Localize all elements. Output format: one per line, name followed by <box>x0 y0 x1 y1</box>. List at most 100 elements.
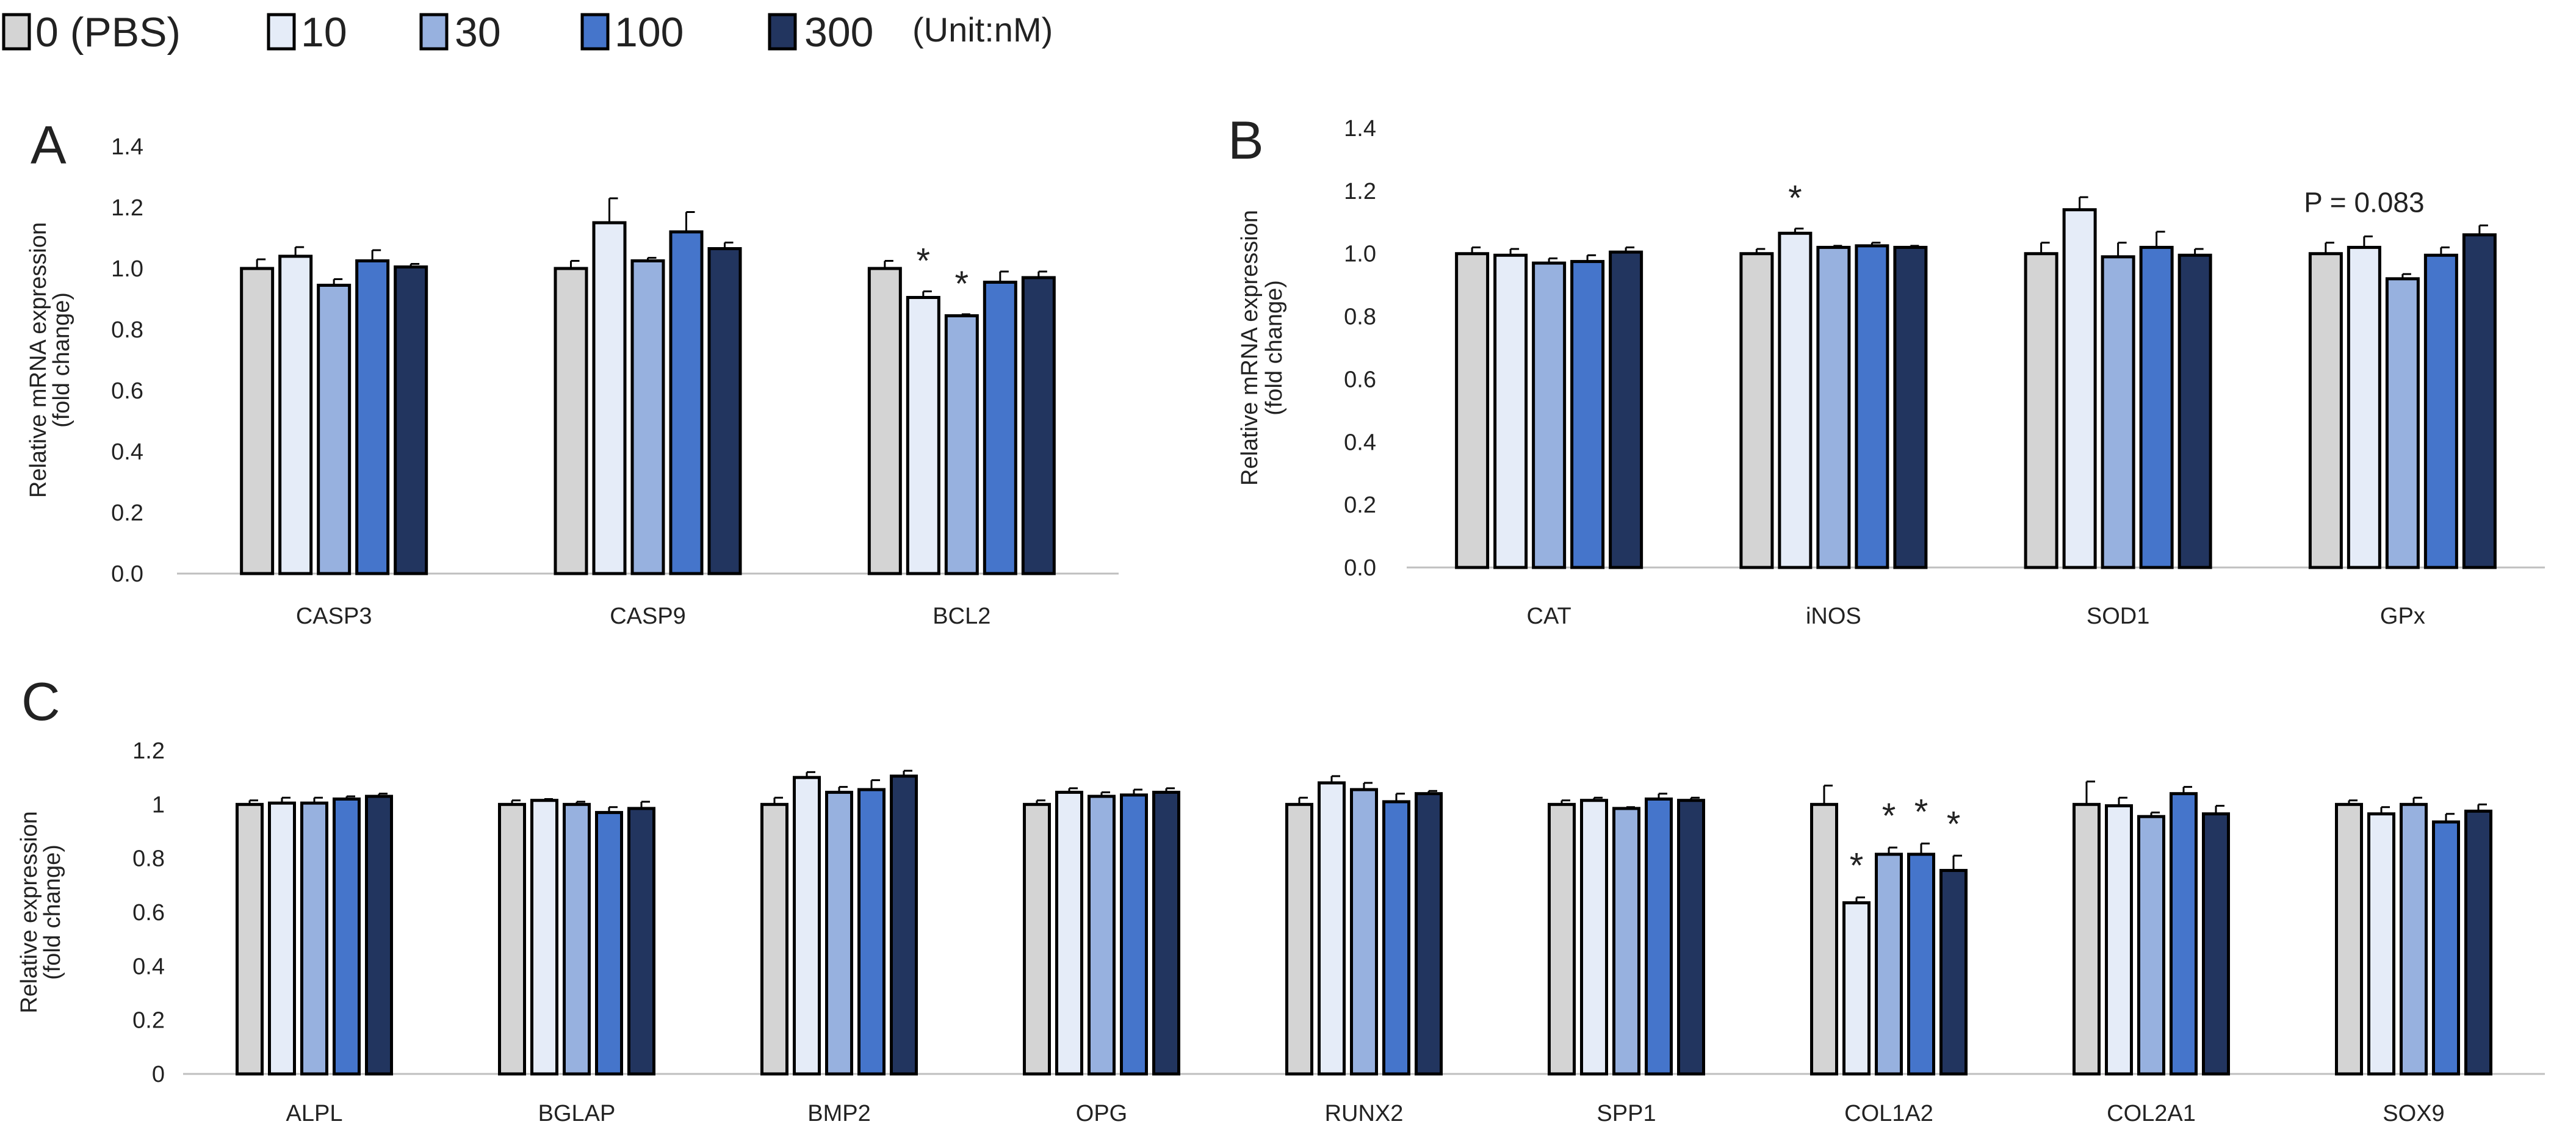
panel-b: B Relative mRNA expression(fold change) 0.… <box>1228 110 2545 629</box>
legend-label-30: 30 <box>455 9 501 56</box>
y-tick-label: 0.6 <box>132 900 165 926</box>
y-axis-label: (fold change) <box>49 292 74 428</box>
bar <box>2462 233 2497 569</box>
bar <box>2073 802 2101 1076</box>
bar <box>2105 804 2133 1076</box>
bar <box>1415 792 1443 1076</box>
y-tick-label: 0.8 <box>111 317 143 343</box>
bar <box>300 801 328 1076</box>
bar <box>867 267 902 575</box>
legend-item-30: 30 <box>419 9 501 56</box>
legend: 0 (PBS) 10 30 100 300 (Unit:nM) <box>2 9 1053 56</box>
category-label: SOX9 <box>2383 1101 2444 1126</box>
y-tick-label: 0.4 <box>132 954 165 979</box>
y-tick-label: 0.4 <box>1344 430 1376 455</box>
y-tick-label: 0 <box>152 1062 165 1087</box>
bar <box>890 774 918 1076</box>
category-label: SOD1 <box>2087 603 2149 629</box>
bar <box>2385 277 2420 569</box>
category-label: COL2A1 <box>2107 1101 2196 1126</box>
bar <box>1021 276 1056 575</box>
bar <box>1939 869 1968 1076</box>
bar <box>365 794 393 1076</box>
y-axis-label: Relative mRNA expression <box>1237 210 1263 486</box>
bar <box>2347 245 2381 569</box>
bar <box>1816 245 1851 569</box>
bar <box>554 267 588 575</box>
y-axis-label: (fold change) <box>40 844 65 980</box>
bar <box>1612 807 1640 1076</box>
y-tick-label: 1 <box>152 792 165 818</box>
bar <box>793 776 821 1076</box>
bar <box>669 230 704 575</box>
bar <box>1609 250 1643 569</box>
bar <box>2335 802 2363 1076</box>
panel-a: A Relative mRNA expression(fold change) 0.… <box>26 115 1119 629</box>
y-tick-label: 0.2 <box>111 500 143 526</box>
significance-star: * <box>1947 804 1961 844</box>
significance-star: * <box>1882 796 1896 836</box>
bar <box>1677 799 1705 1076</box>
y-tick-label: 0.8 <box>1344 304 1376 330</box>
y-tick-label: 1.0 <box>111 256 143 282</box>
bar <box>1739 252 1774 569</box>
bar <box>240 267 275 575</box>
bar <box>2062 208 2097 569</box>
legend-label-100: 100 <box>615 9 684 56</box>
bar <box>1023 802 1051 1076</box>
panel-c: C Relative expression(fold change) 0 0.2 0.4… <box>16 671 2545 1126</box>
bar <box>760 802 788 1076</box>
bar <box>2170 792 2198 1076</box>
bar <box>2177 253 2212 569</box>
category-label: SPP1 <box>1596 1101 1656 1126</box>
legend-item-100: 100 <box>580 9 684 56</box>
y-tick-label: 1.4 <box>111 134 143 160</box>
bar <box>2101 255 2135 569</box>
legend-label-pbs: 0 (PBS) <box>35 9 181 56</box>
bar <box>2464 809 2492 1076</box>
bar <box>2202 812 2230 1076</box>
bar <box>1318 781 1346 1076</box>
y-tick-label: 1.0 <box>1344 242 1376 267</box>
bar <box>983 281 1017 575</box>
bar <box>1907 852 1935 1076</box>
y-tick-label: 1.2 <box>1344 179 1376 204</box>
y-axis-label: Relative expression <box>16 811 42 1014</box>
category-label: BMP2 <box>807 1101 870 1126</box>
bar <box>906 296 940 575</box>
bar <box>1645 798 1673 1076</box>
bar <box>944 314 979 575</box>
significance-star: * <box>917 242 931 281</box>
panel-letter: C <box>21 671 60 732</box>
y-tick-label: 0.6 <box>1344 367 1376 392</box>
bar <box>707 247 742 575</box>
bar <box>236 802 264 1076</box>
panel-letter: B <box>1228 110 1264 170</box>
bar <box>1875 852 1903 1076</box>
bar <box>1455 252 1490 569</box>
y-tick-label: 1.4 <box>1344 116 1376 142</box>
bar <box>2367 812 2395 1076</box>
legend-swatch-300 <box>768 13 797 51</box>
y-tick-label: 0.4 <box>111 439 143 465</box>
significance-star: * <box>955 264 969 304</box>
legend-item-300: 300 <box>768 9 873 56</box>
legend-item-pbs: 0 (PBS) <box>2 9 181 56</box>
y-axis-label: (fold change) <box>1261 280 1287 416</box>
y-tick-label: 0.0 <box>111 561 143 587</box>
category-label: CAT <box>1527 603 1571 629</box>
y-tick-label: 0.2 <box>132 1008 165 1034</box>
category-label: OPG <box>1076 1101 1127 1126</box>
bar <box>1580 799 1608 1076</box>
bar <box>1842 901 1871 1076</box>
category-label: CASP9 <box>610 603 686 629</box>
bar <box>1055 790 1083 1076</box>
bar <box>592 221 627 575</box>
category-label: BGLAP <box>538 1101 616 1126</box>
p-value-annotation: P = 0.083 <box>2304 186 2424 218</box>
bar <box>1855 244 1889 569</box>
panel-letter: A <box>31 115 67 175</box>
bar <box>1120 793 1148 1076</box>
